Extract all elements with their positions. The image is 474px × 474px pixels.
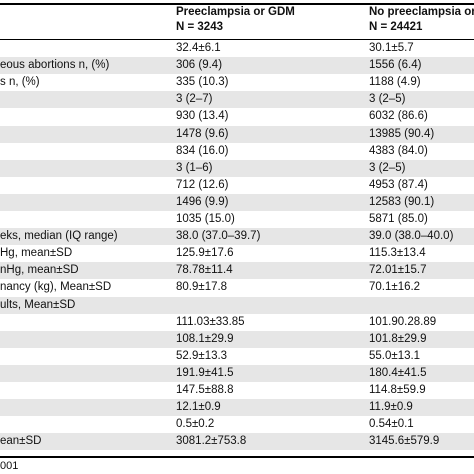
table-top-rule: [0, 3, 474, 5]
group2-value: 13985 (90.4): [369, 127, 435, 140]
group1-value: 147.5±88.8: [176, 384, 234, 396]
group2-value: 1556 (6.4): [369, 59, 422, 72]
table-row: 12.1±0.9 11.9±0.9: [0, 399, 474, 417]
table-row: eous abortions n, (%) 306 (9.4) 1556 (6.4): [0, 57, 474, 75]
group1-value: 1496 (9.9): [176, 195, 229, 208]
table-row: nHg, mean±SD 78.78±11.4 72.01±15.7: [0, 262, 474, 280]
group1-value: 335 (10.3): [176, 76, 229, 89]
group2-value: 101.8±29.9: [369, 332, 427, 345]
table-row: 191.9±41.5 180.4±41.5: [0, 364, 474, 382]
group1-header: Preeclampsia or GDM N = 3243: [176, 5, 295, 35]
table-row: 3 (1–6) 3 (2–5): [0, 159, 474, 177]
group1-value: 712 (12.6): [176, 178, 229, 191]
table-row: 1035 (15.0) 5871 (85.0): [0, 211, 474, 228]
group2-header: No preeclampsia or N = 24421: [369, 5, 474, 35]
group2-value: 72.01±15.7: [369, 264, 427, 277]
group1-value: 930 (13.4): [176, 110, 229, 123]
table-row: 1478 (9.6) 13985 (90.4): [0, 125, 474, 143]
group2-value: 1188 (4.9): [369, 76, 421, 89]
group1-value: 111.03±33.85: [176, 315, 245, 328]
table-row: 712 (12.6) 4953 (87.4): [0, 177, 474, 194]
group1-value: 306 (9.4): [176, 59, 223, 72]
group1-value: 52.9±13.3: [176, 349, 228, 362]
row-label: Hg, mean±SD: [0, 247, 73, 260]
group2-header-title: No preeclampsia or: [369, 6, 474, 18]
group1-value: 32.4±6.1: [176, 42, 221, 54]
row-label: nHg, mean±SD: [0, 264, 79, 277]
group2-value: 6032 (86.6): [369, 110, 428, 123]
table-row: 108.1±29.9 101.8±29.9: [0, 330, 474, 348]
group1-header-count: N = 3243: [176, 21, 223, 33]
group2-value: 55.0±13.1: [369, 349, 421, 362]
group1-value: 1035 (15.0): [176, 213, 235, 225]
group2-value: 30.1±5.7: [369, 42, 414, 54]
group1-value: 38.0 (37.0–39.7): [176, 230, 261, 243]
row-label: ults, Mean±SD: [0, 298, 76, 311]
group2-value: 5871 (85.0): [369, 213, 428, 225]
group2-value: 39.0 (38.0–40.0): [369, 230, 454, 243]
table-row: 32.4±6.1 30.1±5.7: [0, 40, 474, 57]
group1-value: 125.9±17.6: [176, 247, 234, 260]
table-row: 52.9±13.3 55.0±13.1: [0, 348, 474, 365]
row-label: ean±SD: [0, 435, 42, 448]
group2-value: 3 (2–5): [369, 93, 406, 106]
group1-value: 78.78±11.4: [176, 264, 233, 277]
table-row: 1496 (9.9) 12583 (90.1): [0, 193, 474, 211]
table-row: 111.03±33.85 101.90.28.89: [0, 314, 474, 331]
group2-value: 3145.6±579.9: [369, 435, 440, 448]
table-row: 147.5±88.8 114.8±59.9: [0, 382, 474, 399]
group1-value: 1478 (9.6): [176, 127, 229, 140]
group1-header-title: Preeclampsia or GDM: [176, 6, 295, 18]
table-row: nancy (kg), Mean±SD 80.9±17.8 70.1±16.2: [0, 279, 474, 296]
row-label: nancy (kg), Mean±SD: [0, 281, 112, 294]
group1-value: 3 (2–7): [176, 93, 213, 106]
group1-value: 3081.2±753.8: [176, 435, 247, 448]
group2-value: 180.4±41.5: [369, 366, 427, 379]
group2-header-count: N = 24421: [369, 21, 423, 33]
footer-id: 001: [0, 460, 19, 472]
group2-value: 3 (2–5): [369, 161, 406, 174]
table-bottom-rule: [0, 456, 474, 458]
group1-value: 0.5±0.2: [176, 418, 215, 431]
table-row: ean±SD 3081.2±753.8 3145.6±579.9: [0, 433, 474, 451]
table-row: 0.5±0.2 0.54±0.1: [0, 416, 474, 433]
group1-value: 834 (16.0): [176, 144, 229, 157]
row-label: eks, median (IQ range): [0, 230, 118, 243]
group2-value: 0.54±0.1: [369, 418, 414, 431]
group1-value: 191.9±41.5: [176, 366, 234, 379]
group2-value: 12583 (90.1): [369, 195, 435, 208]
group2-value: 70.1±16.2: [369, 281, 421, 294]
row-label: eous abortions n, (%): [0, 59, 110, 72]
group1-value: 3 (1–6): [176, 161, 213, 174]
group1-value: 80.9±17.8: [176, 281, 228, 294]
table-row: 930 (13.4) 6032 (86.6): [0, 108, 474, 125]
row-label: s n, (%): [0, 76, 40, 89]
group2-value: 101.90.28.89: [369, 315, 437, 328]
table-row: ults, Mean±SD: [0, 296, 474, 314]
group2-value: 11.9±0.9: [369, 401, 413, 414]
table-row: 3 (2–7) 3 (2–5): [0, 91, 474, 109]
table-header-rule: [0, 39, 474, 40]
table-row: Hg, mean±SD 125.9±17.6 115.3±13.4: [0, 245, 474, 262]
group2-value: 4953 (87.4): [369, 178, 428, 191]
group2-value: 4383 (84.0): [369, 144, 428, 157]
group1-value: 12.1±0.9: [176, 401, 221, 414]
table-row: 834 (16.0) 4383 (84.0): [0, 143, 474, 160]
group2-value: 115.3±13.4: [369, 247, 426, 260]
table-row: s n, (%) 335 (10.3) 1188 (4.9): [0, 74, 474, 91]
group1-value: 108.1±29.9: [176, 332, 234, 345]
table-row: eks, median (IQ range) 38.0 (37.0–39.7) 39…: [0, 228, 474, 246]
group2-value: 114.8±59.9: [369, 384, 426, 396]
